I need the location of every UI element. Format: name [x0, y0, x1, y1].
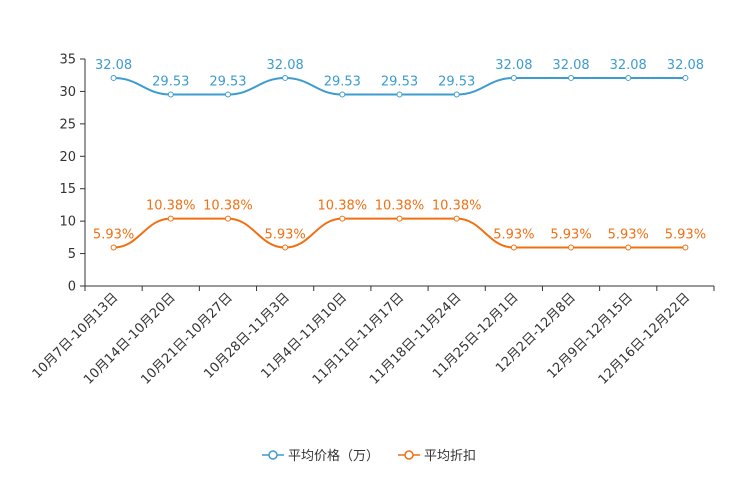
series-1-point[interactable] — [682, 244, 689, 251]
series-0-point[interactable] — [510, 74, 517, 81]
x-axis-ticks: 10月7日-10月13日10月14日-10月20日10月21日-10月27日10… — [30, 286, 715, 388]
series-0-point[interactable] — [625, 74, 632, 81]
series-0-data-label: 32.08 — [610, 58, 647, 73]
series-0-point[interactable] — [167, 91, 174, 98]
series-0-data-label: 32.08 — [95, 58, 132, 73]
series-line-1 — [113, 217, 686, 249]
series-0-point[interactable] — [396, 91, 403, 98]
series-0-data-label: 32.08 — [495, 58, 532, 73]
series-1-data-label: 10.38% — [203, 199, 253, 214]
legend-item-0[interactable]: 平均价格（万） — [262, 448, 379, 464]
series-1-data-label: 10.38% — [432, 199, 482, 214]
series-1-point[interactable] — [339, 215, 346, 222]
series-1-point[interactable] — [568, 244, 575, 251]
series-1-data-label: 10.38% — [375, 199, 425, 214]
series-0-point[interactable] — [568, 74, 575, 81]
series-0-data-label: 32.08 — [552, 58, 589, 73]
series-layer: 32.08 29.53 29.53 32.08 29.53 29.53 29.53 32.08… — [93, 58, 706, 251]
y-tick-label: 30 — [59, 85, 76, 100]
series-1-data-label: 5.93% — [493, 228, 534, 243]
y-tick-label: 0 — [68, 280, 76, 295]
y-axis-ticks: 0 5 10 15 20 25 30 35 — [59, 53, 85, 295]
y-tick-label: 10 — [59, 215, 76, 230]
series-0-point[interactable] — [282, 74, 289, 81]
legend-label: 平均折扣 — [424, 449, 476, 464]
series-1-data-label: 10.38% — [146, 199, 196, 214]
series-0-data-label: 29.53 — [381, 74, 418, 89]
series-0-data-label: 29.53 — [152, 74, 189, 89]
y-tick-label: 20 — [59, 150, 76, 165]
series-1-point[interactable] — [625, 244, 632, 251]
series-1-data-label: 5.93% — [550, 228, 591, 243]
series-0-data-label: 29.53 — [438, 74, 475, 89]
series-0-point[interactable] — [110, 74, 117, 81]
series-0-data-label: 29.53 — [324, 74, 361, 89]
y-tick-label: 5 — [68, 247, 76, 262]
series-0-point[interactable] — [224, 91, 231, 98]
series-1-point[interactable] — [110, 244, 117, 251]
series-1-data-label: 5.93% — [665, 228, 706, 243]
series-1-data-label: 5.93% — [264, 228, 305, 243]
series-0-point[interactable] — [339, 91, 346, 98]
legend[interactable]: 平均价格（万） 平均折扣 — [262, 448, 476, 464]
y-tick-label: 15 — [59, 182, 76, 197]
series-1-point[interactable] — [224, 215, 231, 222]
series-1-point[interactable] — [396, 215, 403, 222]
legend-label: 平均价格（万） — [288, 448, 379, 464]
series-0-point[interactable] — [682, 74, 689, 81]
series-0-data-label: 29.53 — [209, 74, 246, 89]
y-tick-label: 25 — [59, 117, 76, 132]
legend-marker-icon — [404, 450, 414, 460]
series-1-point[interactable] — [167, 215, 174, 222]
series-1-point[interactable] — [453, 215, 460, 222]
series-1-data-label: 10.38% — [318, 199, 368, 214]
series-0-point[interactable] — [453, 91, 460, 98]
series-0-data-label: 32.08 — [667, 58, 704, 73]
legend-item-1[interactable]: 平均折扣 — [398, 449, 476, 464]
series-1-point[interactable] — [282, 244, 289, 251]
series-1-data-label: 5.93% — [608, 228, 649, 243]
series-1-point[interactable] — [510, 244, 517, 251]
series-1-data-label: 5.93% — [93, 228, 134, 243]
y-tick-label: 35 — [59, 53, 76, 68]
series-0-data-label: 32.08 — [267, 58, 304, 73]
legend-marker-icon — [268, 450, 278, 460]
